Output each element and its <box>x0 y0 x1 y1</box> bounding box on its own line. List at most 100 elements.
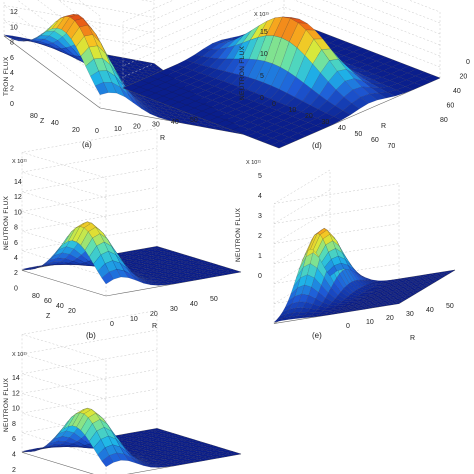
ytick-label: 8 <box>12 421 16 428</box>
panel-d-yticks: 15 10 5 0 <box>260 29 268 102</box>
ytick-label: 2 <box>12 467 16 474</box>
rtick-label: 20 <box>305 113 313 120</box>
rtick-label: 40 <box>426 307 434 314</box>
rtick-label: 30 <box>406 311 414 318</box>
gridline <box>273 209 331 244</box>
rtick-label: 30 <box>152 121 160 128</box>
ytick-label: 4 <box>258 193 262 200</box>
ytick-label: 6 <box>10 55 14 62</box>
ytick-label: 8 <box>10 40 14 47</box>
panel-c-yticks: 14 12 10 8 6 4 2 <box>12 375 20 474</box>
gridline <box>21 373 107 400</box>
panel-b-xlabel: R <box>152 323 157 330</box>
side-wall-grid <box>21 152 107 296</box>
panel-b-zlabel: Z <box>46 313 51 320</box>
ytick-label: 12 <box>12 390 20 397</box>
ytick-label: 3 <box>258 213 262 220</box>
ytick-label: 2 <box>10 86 14 93</box>
gridline <box>3 20 101 93</box>
gridline <box>21 147 158 173</box>
gridline <box>21 250 107 277</box>
ytick-label: 10 <box>260 51 268 58</box>
panel-b-surface <box>21 221 242 286</box>
ytick-label: 5 <box>258 173 262 180</box>
rtick-label: 20 <box>133 124 141 131</box>
side-wall-grid <box>78 0 101 108</box>
ztick-label: 80 <box>30 113 38 120</box>
side-wall-grid <box>21 334 107 474</box>
ztick-label: 40 <box>453 88 461 95</box>
surface-patch <box>445 269 456 273</box>
ytick-label: 10 <box>14 209 22 216</box>
panel-e-ylabel: NEUTRON FLUX <box>235 207 242 262</box>
gridline <box>21 211 107 238</box>
rtick-label: 20 <box>386 315 394 322</box>
ytick-label: 6 <box>14 240 18 247</box>
ztick-label: 20 <box>460 74 468 81</box>
ytick-label: 12 <box>10 9 18 16</box>
gridline <box>21 353 107 380</box>
ytick-label: 0 <box>258 273 262 280</box>
panel-a-zticks: 80 40 20 <box>30 113 80 134</box>
rtick-label: 50 <box>210 296 218 303</box>
gridline <box>21 349 158 374</box>
surface-patch <box>229 452 242 456</box>
rtick-label: 10 <box>289 107 297 114</box>
panel-b-yticks: 14 12 10 8 6 4 2 0 <box>14 179 22 292</box>
gridline <box>3 5 101 78</box>
rtick-label: 10 <box>130 316 138 323</box>
panel-a-yticks: 12 10 8 6 4 2 0 <box>10 9 18 108</box>
panel-d-caption: (d) <box>312 141 322 150</box>
panel-e-yticks: 5 4 3 2 1 0 <box>258 173 262 280</box>
gridline <box>21 388 158 414</box>
ytick-label: 4 <box>12 452 16 459</box>
rtick-label: 30 <box>170 306 178 313</box>
ytick-label: 12 <box>14 194 22 201</box>
ztick-label: 80 <box>440 117 448 124</box>
rtick-label: 40 <box>190 301 198 308</box>
gridline <box>21 369 158 394</box>
panel-e-scale: X 10¹¹ <box>246 160 261 166</box>
gridline <box>21 206 158 232</box>
panel-d-scale: X 10¹¹ <box>254 12 269 18</box>
gridline <box>57 0 155 18</box>
ytick-label: 2 <box>14 270 18 277</box>
ytick-label: 4 <box>14 255 18 262</box>
gridline <box>273 203 400 224</box>
panel-c-surface <box>21 407 242 468</box>
rtick-label: 30 <box>322 119 330 126</box>
panel-c-scale: X 10¹¹ <box>12 352 27 358</box>
gridline <box>273 243 400 264</box>
ytick-label: 8 <box>14 225 18 232</box>
ytick-label: 0 <box>260 95 264 102</box>
ztick-label: 60 <box>44 298 52 305</box>
gridline <box>273 189 331 224</box>
panel-e-rticks: 0 10 20 30 40 50 <box>346 303 454 330</box>
surface-patch <box>229 270 242 274</box>
panel-d-surface <box>122 16 441 149</box>
ytick-label: 10 <box>12 406 20 413</box>
panel-b-scale: X 10¹¹ <box>12 159 27 165</box>
panel-b-ylabel: NEUTRON FLUX <box>3 195 10 250</box>
panel-d-rticks: 0 10 20 30 40 50 60 70 <box>272 101 395 150</box>
gridline <box>21 167 158 192</box>
ytick-label: 5 <box>260 73 264 80</box>
ztick-label: 80 <box>32 293 40 300</box>
ztick-label: 20 <box>72 127 80 134</box>
rtick-label: 50 <box>446 303 454 310</box>
panel-e-xlabel: R <box>410 335 415 342</box>
panel-c-ylabel: NEUTRON FLUX <box>3 377 10 432</box>
gridline <box>273 263 400 284</box>
gridline <box>273 223 400 244</box>
ztick-label: 40 <box>51 120 59 127</box>
gridline <box>21 412 107 439</box>
gridline <box>21 187 158 212</box>
ytick-label: 4 <box>10 70 14 77</box>
panel-b-rticks: 0 10 20 30 40 50 <box>110 296 218 328</box>
rtick-label: 40 <box>338 125 346 132</box>
ytick-label: 10 <box>10 24 18 31</box>
panel-d-xlabel: R <box>381 123 386 130</box>
